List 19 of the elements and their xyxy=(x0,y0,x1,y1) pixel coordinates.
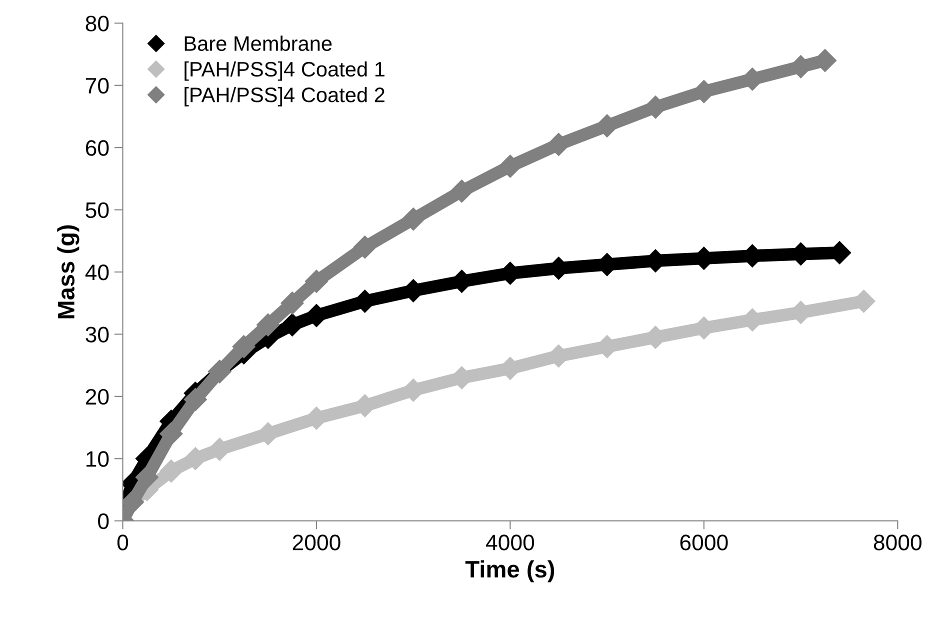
y-tick-label: 30 xyxy=(86,326,109,342)
legend-label: Bare Membrane xyxy=(184,36,332,51)
x-tick-label: 8000 xyxy=(874,534,922,550)
y-axis-title: Mass (g) xyxy=(57,225,80,318)
x-tick-label: 2000 xyxy=(292,534,340,550)
y-tick-label: 10 xyxy=(86,451,109,467)
x-tick-label: 4000 xyxy=(486,534,534,550)
x-tick-label: 0 xyxy=(117,534,128,550)
y-tick-label: 70 xyxy=(86,78,109,94)
x-axis-title: Time (s) xyxy=(465,560,554,582)
y-tick-label: 80 xyxy=(86,16,109,32)
y-tick-label: 0 xyxy=(98,513,109,530)
y-tick-label: 50 xyxy=(86,202,109,218)
x-tick-label: 6000 xyxy=(680,534,728,550)
legend-label: [PAH/PSS]4 Coated 1 xyxy=(184,61,384,81)
y-tick-label: 20 xyxy=(86,388,109,405)
legend-label: [PAH/PSS]4 Coated 2 xyxy=(184,87,384,106)
y-tick-label: 60 xyxy=(86,140,109,156)
y-tick-label: 40 xyxy=(85,264,109,280)
